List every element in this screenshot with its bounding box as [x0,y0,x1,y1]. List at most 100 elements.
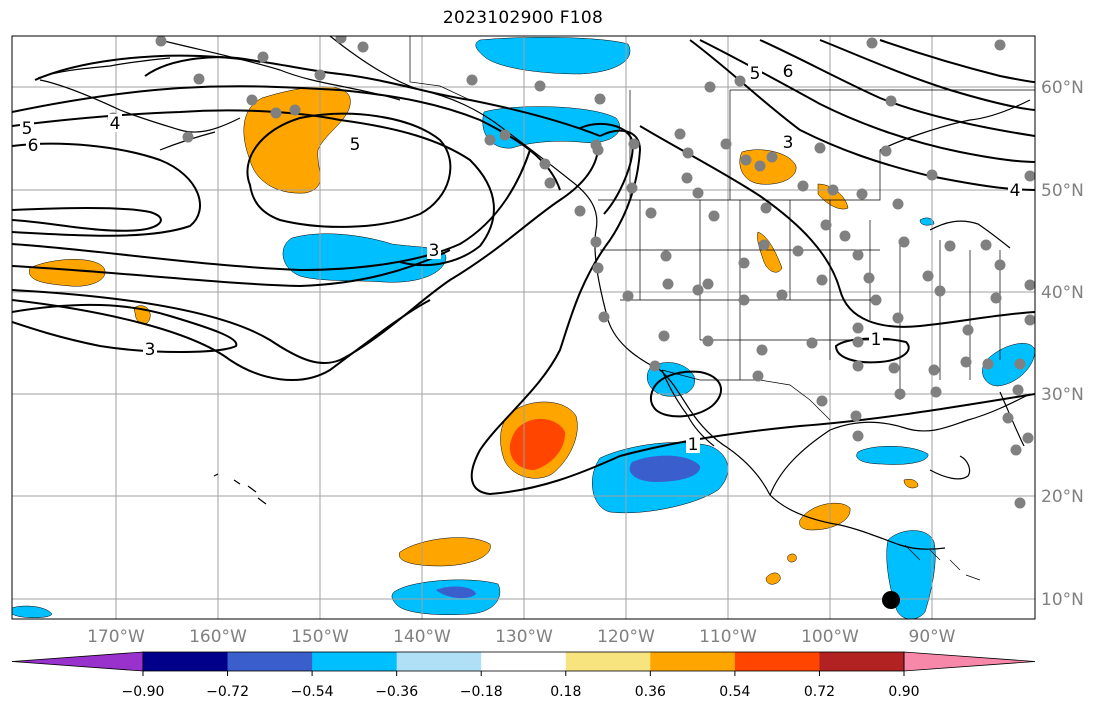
station-dot [816,274,828,286]
colorbar-segment [565,652,651,671]
latitude-label: 50°N [1041,181,1084,201]
station-dot [885,95,897,107]
coastline-hudson [879,99,1031,151]
positive-anomaly-region [29,259,106,287]
station-dot [738,294,750,306]
station-dot [1022,432,1034,444]
positive-anomaly-region [787,553,797,563]
longitude-label: 130°W [495,627,553,647]
station-dot [257,51,269,63]
station-dot [816,395,828,407]
colorbar-segment [734,652,820,671]
negative-anomaly-region [475,37,631,75]
negative-anomaly-region [482,106,620,149]
station-dot [994,39,1006,51]
station-dot [852,322,864,334]
station-dot [827,184,839,196]
station-dot [155,36,167,47]
negative-anomaly-region [646,362,695,397]
station-dot [594,93,606,105]
station-dot [182,131,194,143]
colorbar-frame [142,651,905,672]
station-dot [335,36,347,44]
station-dot [738,257,750,269]
contour-label-backdrop [20,119,34,137]
station-dot [820,219,832,231]
station-dot [894,388,906,400]
station-dot [592,262,604,274]
coastline-great-lakes [929,220,1011,249]
colorbar-tick-label: 0.18 [550,684,581,700]
contour-line [759,39,1035,137]
contour-label: 5 [750,64,761,84]
colorbar-segment [396,652,482,671]
longitude-label: 150°W [291,627,349,647]
longitude-label: 100°W [801,627,859,647]
station-dot [534,80,546,92]
contour-line [639,125,1035,328]
station-markers [107,36,1035,509]
station-dot [539,158,551,170]
station-dot [926,169,938,181]
station-dot [852,360,864,372]
contour-label-backdrop [348,135,362,153]
station-dot [590,236,602,248]
station-dot [766,151,778,163]
station-dot [850,410,862,422]
station-dot [1024,314,1035,326]
positive-anomaly-region [739,149,797,185]
station-dot [928,364,940,376]
station-dot [626,182,638,194]
latitude-labels: 10°N 20°N 30°N 40°N 50°N 60°N [1041,78,1084,610]
station-dot [944,240,956,252]
coastline-gulf [769,393,1031,496]
station-dot [792,245,804,257]
station-dot [499,129,511,141]
latitude-label: 20°N [1041,487,1084,507]
station-dot [720,138,732,150]
contour-line [12,139,600,365]
latitude-label: 40°N [1041,283,1084,303]
contour-line [12,149,531,272]
station-dot [598,311,610,323]
coastline-yucatan [929,455,971,480]
station-dot [814,142,826,154]
station-dot [898,236,910,248]
station-dot [856,188,868,200]
negative-anomaly-region [12,605,53,618]
colorbar-tick-label: 0.54 [719,684,750,700]
colorbar-segment [819,652,905,671]
contour-line [12,304,238,353]
contour-label: 4 [110,114,121,134]
station-dot [574,205,586,217]
station-dot [994,259,1006,271]
station-dot [839,230,851,242]
contour-line [12,142,201,237]
station-dot [590,139,602,151]
station-dot [734,75,746,87]
station-dot [758,239,770,251]
colorbar-tick-label: −0.90 [122,684,165,700]
station-dot [797,180,809,192]
station-dot [692,187,704,199]
contour-label-backdrop [143,340,157,358]
highlighted-location-marker [882,591,900,609]
station-dot [752,370,764,382]
contour-line [12,249,451,288]
station-dot [1024,279,1035,291]
contour-label: 4 [1010,181,1021,201]
contour-label: 3 [145,340,156,360]
contour-line [879,39,1035,83]
station-dot [852,249,864,261]
contour-label: 6 [28,136,39,156]
map-frame [11,35,1036,620]
station-dot [870,294,882,306]
station-dot [776,289,788,301]
contour-line [649,370,723,418]
colorbar-segment [650,652,736,671]
central-america-borders [904,544,981,581]
contour-label-backdrop [748,64,762,82]
station-dot [660,250,672,262]
negative-anomaly-region [856,445,929,465]
negative-anomaly-region [919,217,935,226]
